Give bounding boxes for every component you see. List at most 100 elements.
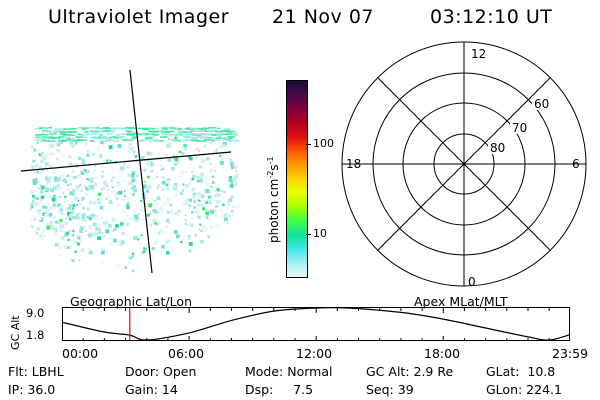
alt-ytick-1-8: 1.8 [26,328,45,342]
image-pixel [30,190,34,194]
image-pixel [199,203,203,207]
image-pixel [190,217,193,220]
altitude-plot [62,307,571,341]
image-pixel [31,168,34,171]
image-pixel [54,242,59,247]
image-pixel [152,177,154,180]
image-pixel [88,250,93,255]
image-pixel [186,128,191,130]
image-pixel [230,181,234,184]
image-pixel [148,203,153,208]
image-pixel [61,230,63,232]
image-pixel [59,131,68,133]
mlt-label-18: 18 [346,157,361,171]
image-pixel [131,172,134,176]
image-pixel [60,212,63,215]
image-pixel [220,133,229,136]
image-pixel [41,154,44,157]
image-pixel [88,217,92,221]
image-pixel [79,229,84,233]
image-pixel [64,195,67,199]
image-pixel [207,195,212,200]
image-pixel [214,133,221,136]
image-pixel [102,209,105,212]
image-pixel [176,234,180,239]
image-pixel [106,159,110,163]
image-pixel [84,184,87,187]
image-pixel [110,128,116,130]
image-pixel [125,214,129,217]
image-pixel [124,266,127,269]
image-pixel [73,197,76,200]
image-pixel [200,230,203,232]
image-pixel [114,184,118,187]
image-pixel [132,146,135,149]
image-pixel [215,148,218,151]
image-pixel [214,194,217,197]
image-pixel [218,141,221,144]
image-pixel [142,166,146,170]
image-pixel [105,197,108,200]
image-pixel [241,246,244,249]
image-pixel [136,174,139,178]
image-pixel [199,178,203,182]
image-pixel [45,140,50,142]
image-pixel [94,216,98,220]
image-pixel [127,246,130,248]
image-pixel [90,133,98,135]
image-pixel [116,127,123,129]
image-pixel [59,196,62,198]
image-pixel [67,131,73,133]
image-pixel [65,181,68,184]
image-pixel [151,127,155,130]
image-pixel [117,263,120,267]
image-pixel [166,127,175,129]
image-pixel [168,142,172,147]
image-pixel [227,178,230,181]
image-pixel [199,133,208,135]
image-pixel [235,215,238,219]
image-pixel [219,200,222,203]
image-pixel [231,209,234,213]
image-pixel [169,240,172,242]
image-pixel [58,149,61,153]
image-pixel [151,247,155,251]
image-pixel [115,196,119,201]
image-pixel [156,176,158,178]
image-pixel [241,243,245,247]
image-pixel [216,137,221,139]
image-pixel [33,238,36,241]
image-pixel [160,131,170,133]
image-pixel [188,242,193,246]
image-pixel [127,130,131,133]
image-pixel [105,184,109,188]
image-pixel [73,175,77,180]
image-pixel [127,139,132,142]
image-pixel [156,238,158,241]
image-pixel [71,239,76,243]
image-pixel [86,208,90,212]
image-pixel [223,190,227,194]
image-pixel [188,133,195,136]
image-pixel [222,137,229,139]
image-pixel [86,150,90,154]
image-pixel [234,182,238,187]
image-pixel [133,152,136,155]
image-pixel [149,162,154,167]
image-pixel [227,234,231,237]
image-pixel [56,148,60,153]
image-pixel [238,200,240,202]
time-label: 03:12:10 UT [430,6,553,28]
image-pixel [233,130,237,133]
image-pixel [46,170,48,172]
image-pixel [80,134,86,136]
alt-xtick-1: 06:00 [168,346,205,361]
image-pixel [86,178,89,181]
image-pixel [80,248,85,252]
image-pixel [199,165,202,169]
image-pixel [110,184,113,187]
image-pixel [178,150,182,154]
image-pixel [123,194,126,196]
image-pixel [53,201,58,206]
image-pixel [225,137,233,139]
